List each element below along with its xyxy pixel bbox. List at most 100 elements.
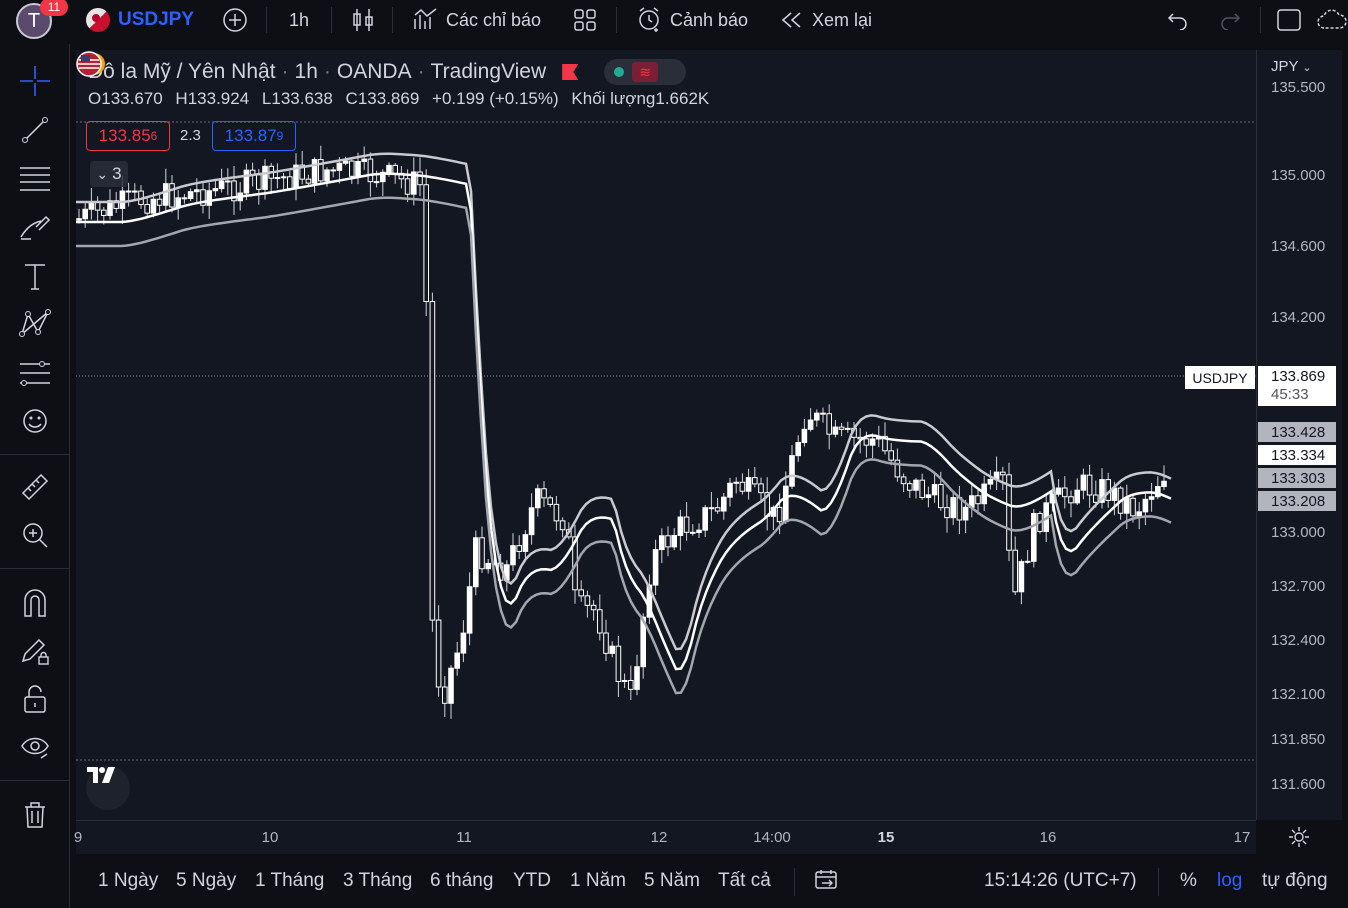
chart-pane[interactable]: Đô la Mỹ / Yên Nhật · 1h · OANDA · Tradi… bbox=[76, 50, 1256, 820]
candle-body bbox=[795, 442, 802, 457]
time-tick: 14:00 bbox=[753, 829, 791, 846]
candle-body bbox=[442, 686, 448, 704]
range-5d-button[interactable]: 5 Ngày bbox=[176, 870, 237, 891]
high-key: H bbox=[175, 89, 188, 108]
chart-settings-gear-icon[interactable] bbox=[1288, 826, 1310, 848]
buy-price-pip: 9 bbox=[276, 129, 284, 143]
candle-body bbox=[671, 534, 678, 548]
fullscreen-button[interactable] bbox=[1276, 0, 1302, 40]
candle-body bbox=[256, 174, 262, 190]
tradingview-logo[interactable] bbox=[86, 766, 130, 810]
candle-body bbox=[287, 176, 293, 189]
candle-body bbox=[243, 169, 250, 194]
flag-icon[interactable] bbox=[562, 64, 579, 80]
candle-body bbox=[590, 604, 597, 611]
fib-tool[interactable] bbox=[16, 160, 54, 198]
delete-drawings-tool[interactable] bbox=[16, 796, 54, 834]
replay-button[interactable]: Xem lại bbox=[780, 0, 872, 40]
range-1m-button[interactable]: 1 Tháng bbox=[255, 870, 325, 891]
interval-button[interactable]: 1h bbox=[289, 9, 310, 30]
range-5y-button[interactable]: 5 Năm bbox=[644, 870, 700, 891]
date-range-button[interactable] bbox=[814, 868, 840, 898]
log-scale-button[interactable]: log bbox=[1217, 870, 1243, 891]
chart-type-button[interactable] bbox=[352, 0, 374, 40]
magnet-tool[interactable] bbox=[16, 584, 54, 622]
percent-scale-button[interactable]: % bbox=[1180, 870, 1197, 891]
price-chart[interactable] bbox=[76, 50, 1256, 820]
candle-body bbox=[113, 200, 120, 209]
alerts-button[interactable]: Cảnh báo bbox=[636, 0, 748, 40]
measure-tool[interactable] bbox=[16, 468, 54, 506]
sell-button[interactable]: 133.85 6 bbox=[86, 121, 170, 151]
toolbar-divider bbox=[331, 7, 332, 33]
layouts-button[interactable] bbox=[573, 0, 597, 40]
forecast-tool[interactable] bbox=[16, 354, 54, 392]
buy-button[interactable]: 133.87 9 bbox=[212, 121, 296, 151]
candle-body bbox=[987, 478, 994, 485]
indicators-collapse-button[interactable]: ⌄ 3 bbox=[90, 161, 128, 187]
tradingview-logo-icon bbox=[87, 767, 115, 783]
zoom-tool[interactable] bbox=[16, 516, 54, 554]
symbol-search-button[interactable]: USDJPY bbox=[86, 0, 194, 40]
market-status-pill[interactable]: ≋ bbox=[604, 59, 687, 85]
candle-body bbox=[578, 589, 584, 597]
text-tool[interactable] bbox=[16, 257, 54, 295]
candle-body bbox=[708, 507, 715, 510]
candle-body bbox=[454, 652, 460, 669]
chevron-down-icon: ⌄ bbox=[1302, 62, 1312, 74]
undo-button[interactable] bbox=[1167, 0, 1189, 40]
range-1y-button[interactable]: 1 Năm bbox=[570, 870, 626, 891]
candle-body bbox=[907, 483, 913, 491]
symbol-legend[interactable]: Đô la Mỹ / Yên Nhật · 1h · OANDA · Tradi… bbox=[88, 59, 687, 85]
candle-body bbox=[727, 482, 733, 498]
lock-all-tool[interactable] bbox=[16, 680, 54, 718]
pattern-icon bbox=[19, 309, 51, 337]
price-tick: 135.500 bbox=[1271, 79, 1326, 96]
range-1d-button[interactable]: 1 Ngày bbox=[98, 870, 159, 891]
toolbar-divider bbox=[616, 7, 617, 33]
indicators-label: Các chỉ báo bbox=[446, 9, 542, 30]
price-tick: 132.100 bbox=[1271, 686, 1326, 703]
candle-body bbox=[448, 667, 454, 704]
range-all-button[interactable]: Tất cả bbox=[718, 870, 771, 891]
time-tick: 9 bbox=[73, 829, 83, 846]
auto-scale-button[interactable]: tự động bbox=[1262, 870, 1328, 891]
candle-body bbox=[615, 645, 622, 683]
indicators-button[interactable]: Các chỉ báo bbox=[412, 0, 541, 40]
open-key: O bbox=[88, 89, 102, 108]
candle-body bbox=[950, 497, 957, 519]
cloud-save-button[interactable] bbox=[1316, 0, 1348, 40]
time-axis[interactable]: 9 10 11 12 14:00 15 16 17 bbox=[73, 820, 1256, 854]
symbol-name: USDJPY bbox=[118, 9, 195, 30]
brush-tool[interactable] bbox=[16, 209, 54, 247]
candle-body bbox=[652, 549, 659, 586]
price-axis[interactable]: JPY ⌄ 135.500 135.000 134.600 134.200 13… bbox=[1256, 50, 1342, 820]
candle-body bbox=[522, 534, 529, 552]
range-ytd-button[interactable]: YTD bbox=[513, 870, 551, 891]
emoji-tool[interactable] bbox=[16, 402, 54, 440]
candle-body bbox=[336, 162, 343, 171]
candle-body bbox=[349, 160, 355, 177]
candle-body bbox=[944, 507, 950, 519]
notification-badge: 11 bbox=[40, 0, 68, 16]
range-3m-button[interactable]: 3 Tháng bbox=[343, 870, 413, 891]
candle-body bbox=[919, 479, 926, 499]
hide-drawings-tool[interactable] bbox=[16, 728, 54, 766]
trendline-tool[interactable] bbox=[16, 111, 54, 149]
crosshair-tool[interactable] bbox=[16, 62, 54, 100]
redo-button[interactable] bbox=[1219, 0, 1241, 40]
compare-add-button[interactable] bbox=[222, 0, 248, 40]
pattern-tool[interactable] bbox=[16, 305, 54, 343]
candle-body bbox=[535, 488, 541, 509]
lock-drawings-tool[interactable] bbox=[16, 632, 54, 670]
timezone-clock[interactable]: 15:14:26 (UTC+7) bbox=[984, 870, 1137, 891]
us-flag-icon[interactable] bbox=[76, 50, 106, 78]
candle-body bbox=[132, 190, 138, 193]
candle-body bbox=[659, 535, 665, 551]
range-6m-button[interactable]: 6 tháng bbox=[430, 870, 494, 891]
candle-body bbox=[175, 197, 182, 208]
toolbar-divider bbox=[0, 780, 70, 781]
candle-body bbox=[101, 209, 107, 216]
currency-selector[interactable]: JPY ⌄ bbox=[1271, 58, 1312, 75]
candle-body bbox=[690, 531, 696, 534]
